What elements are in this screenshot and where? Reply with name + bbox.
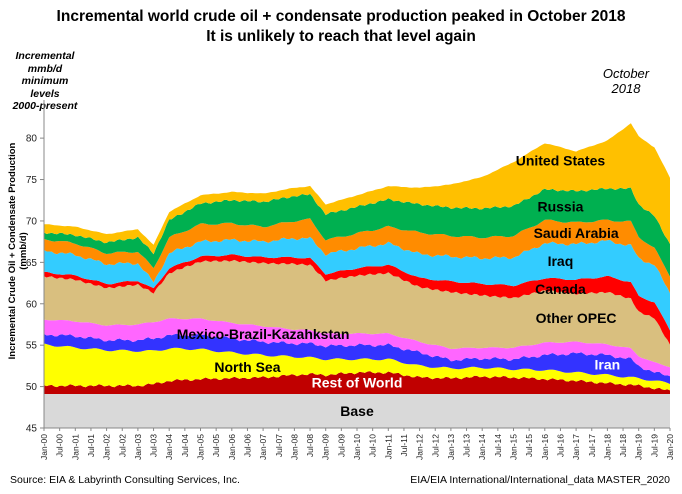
series-label: Rest of World (312, 375, 403, 391)
series-area-base (44, 394, 670, 428)
series-label: Iraq (548, 253, 574, 269)
series-area-iraq (44, 236, 670, 331)
x-tick-label: Jul-17 (587, 434, 597, 457)
y-tick-label: 80 (26, 134, 38, 145)
series-area-saudi-arabia (44, 218, 670, 294)
series-label: Base (340, 403, 374, 419)
y-tick-label: 70 (26, 216, 38, 227)
x-tick-label: Jan-13 (446, 434, 456, 460)
x-tick-label: Jan-04 (164, 434, 174, 460)
x-tick-label: Jul-07 (274, 434, 284, 457)
x-tick-label: Jan-03 (133, 434, 143, 460)
incremental-note: Incremental mmb/d minimum levels 2000-pr… (10, 50, 80, 113)
x-tick-label: Jul-12 (430, 434, 440, 457)
y-tick-label: 55 (26, 341, 38, 352)
y-tick-label: 75 (26, 175, 38, 186)
x-tick-label: Jan-19 (634, 434, 644, 460)
x-tick-label: Jul-05 (211, 434, 221, 457)
series-area-united-states (44, 123, 670, 255)
x-tick-label: Jul-15 (524, 434, 534, 457)
x-tick-label: Jan-09 (321, 434, 331, 460)
x-tick-label: Jul-09 (336, 434, 346, 457)
x-tick-label: Jan-14 (477, 434, 487, 460)
x-tick-label: Jan-11 (383, 434, 393, 460)
x-tick-label: Jul-01 (86, 434, 96, 457)
series-area-north-sea (44, 343, 670, 391)
x-tick-label: Jan-12 (415, 434, 425, 460)
x-tick-label: Jul-06 (242, 434, 252, 457)
x-tick-label: Jul-08 (305, 434, 315, 457)
note-line: mmb/d (27, 62, 63, 75)
x-tick-label: Jan-18 (602, 434, 612, 460)
peak-line: October (602, 66, 650, 81)
series-area-russia (44, 187, 670, 277)
series-label: Mexico-Brazil-Kazahkstan (177, 326, 350, 342)
series-label: Iran (595, 356, 621, 372)
x-tick-label: Jul-10 (368, 434, 378, 457)
note-line: Incremental (15, 50, 75, 62)
series-area-other-opec (44, 259, 670, 368)
series-label: United States (516, 153, 606, 169)
x-tick-label: Jan-01 (70, 434, 80, 460)
x-tick-label: Jul-04 (180, 434, 190, 457)
note-line: minimum levels (21, 75, 69, 100)
x-tick-label: Jan-05 (196, 434, 206, 460)
series-label: Russia (537, 198, 583, 214)
series-area-iran (44, 333, 670, 384)
peak-annotation: October 2018 (596, 66, 656, 96)
peak-line: 2018 (611, 81, 641, 96)
series-label: North Sea (214, 359, 280, 375)
x-tick-label: Jul-00 (55, 434, 65, 457)
x-tick-label: Jul-02 (117, 434, 127, 457)
series-area-mexico-brazil-kazahkstan (44, 318, 670, 377)
x-tick-label: Jan-08 (289, 434, 299, 460)
source-right: EIA/EIA International/International_data… (410, 474, 670, 486)
x-tick-label: Jul-19 (649, 434, 659, 457)
series-label: Other OPEC (536, 310, 617, 326)
chart-subtitle: It is unlikely to reach that level again (206, 28, 476, 45)
x-tick-label: Jan-16 (540, 434, 550, 460)
x-tick-label: Jan-00 (39, 434, 49, 460)
x-tick-label: Jan-15 (509, 434, 519, 460)
y-tick-label: 50 (26, 382, 38, 393)
x-tick-label: Jan-07 (258, 434, 268, 460)
series-label: Canada (535, 281, 586, 297)
x-tick-label: Jul-13 (462, 434, 472, 457)
series-area-rest-of-world (44, 371, 670, 394)
note-line: 2000-present (12, 100, 78, 112)
x-tick-label: Jan-10 (352, 434, 362, 460)
x-tick-label: Jan-20 (665, 434, 675, 460)
x-tick-label: Jan-17 (571, 434, 581, 460)
x-tick-label: Jul-18 (618, 434, 628, 457)
x-tick-label: Jan-06 (227, 434, 237, 460)
x-tick-label: Jul-11 (399, 434, 409, 457)
x-tick-label: Jul-14 (493, 434, 503, 457)
x-tick-label: Jan-02 (102, 434, 112, 460)
series-label: Saudi Arabia (534, 225, 619, 241)
source-left: Source: EIA & Labyrinth Consulting Servi… (10, 474, 240, 486)
y-tick-label: 65 (26, 258, 38, 269)
y-tick-label: 45 (26, 424, 38, 435)
x-tick-label: Jul-03 (149, 434, 159, 457)
x-tick-label: Jul-16 (555, 434, 565, 457)
y-tick-label: 60 (26, 299, 38, 310)
series-area-canada (44, 254, 670, 345)
chart-title: Incremental world crude oil + condensate… (56, 8, 626, 25)
